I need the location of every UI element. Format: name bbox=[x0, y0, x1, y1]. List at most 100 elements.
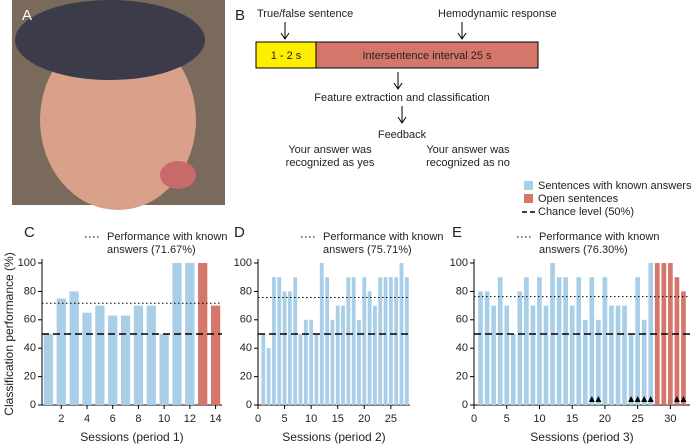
bar bbox=[303, 319, 308, 405]
bar bbox=[56, 298, 66, 405]
bar bbox=[159, 334, 169, 405]
bar bbox=[266, 348, 271, 405]
y-tick-label: 60 bbox=[240, 314, 252, 326]
legend-label: Chance level (50%) bbox=[538, 206, 634, 218]
x-tick-label: 0 bbox=[255, 413, 261, 425]
panel-label: A bbox=[22, 7, 32, 24]
y-tick-label: 100 bbox=[450, 257, 468, 269]
legend-swatch bbox=[524, 181, 533, 190]
legend-label: Open sentences bbox=[538, 193, 619, 205]
annotation: answers (75.71%) bbox=[323, 244, 412, 256]
bar bbox=[635, 277, 640, 405]
x-tick-label: 15 bbox=[566, 413, 578, 425]
bar bbox=[609, 305, 614, 405]
x-tick-label: 25 bbox=[385, 413, 397, 425]
y-tick-label: 60 bbox=[24, 314, 36, 326]
y-tick-label: 100 bbox=[18, 257, 36, 269]
annotation: answers (76.30%) bbox=[539, 244, 628, 256]
marker bbox=[680, 396, 687, 402]
legend-label: Sentences with known answers bbox=[538, 180, 692, 192]
marker bbox=[641, 396, 648, 402]
x-tick-label: 12 bbox=[184, 413, 196, 425]
y-tick-label: 0 bbox=[462, 399, 468, 411]
marker bbox=[595, 396, 602, 402]
marker bbox=[634, 396, 641, 402]
y-axis-label: Classification performance (%) bbox=[2, 252, 16, 415]
bar bbox=[582, 319, 588, 405]
x-tick-label: 0 bbox=[471, 413, 477, 425]
x-tick-label: 14 bbox=[209, 413, 221, 425]
y-tick-label: 100 bbox=[234, 257, 252, 269]
bar bbox=[537, 277, 542, 405]
bar bbox=[146, 305, 156, 405]
panel-label: B bbox=[235, 7, 245, 24]
bar bbox=[133, 305, 144, 405]
bar bbox=[309, 319, 314, 405]
diagram-text: Your answer was bbox=[426, 144, 510, 156]
diagram-text: recognized as yes bbox=[286, 157, 375, 169]
bar bbox=[277, 277, 282, 405]
y-tick-label: 80 bbox=[456, 285, 468, 297]
panel-label: C bbox=[24, 224, 35, 241]
bar bbox=[373, 305, 377, 405]
x-tick-label: 20 bbox=[599, 413, 611, 425]
bar bbox=[272, 277, 276, 405]
y-tick-label: 40 bbox=[24, 342, 36, 354]
diagram-text: Feedback bbox=[378, 129, 427, 141]
bar bbox=[287, 291, 292, 405]
y-tick-label: 60 bbox=[456, 314, 468, 326]
panel-label: E bbox=[452, 224, 462, 241]
x-tick-label: 2 bbox=[58, 413, 64, 425]
bar bbox=[491, 305, 496, 405]
bar bbox=[622, 305, 627, 405]
bar bbox=[681, 291, 686, 405]
bar bbox=[576, 277, 582, 405]
bar bbox=[367, 291, 372, 405]
bar bbox=[351, 277, 356, 405]
marker bbox=[628, 396, 635, 402]
bar bbox=[641, 319, 647, 405]
x-axis-label: Sessions (period 2) bbox=[282, 430, 385, 444]
bar bbox=[120, 315, 131, 405]
photo bbox=[12, 0, 225, 210]
bar bbox=[543, 305, 549, 405]
x-tick-label: 10 bbox=[158, 413, 170, 425]
x-tick-label: 10 bbox=[533, 413, 545, 425]
bar bbox=[569, 305, 575, 405]
bar bbox=[510, 334, 516, 405]
y-tick-label: 0 bbox=[30, 399, 36, 411]
x-tick-label: 6 bbox=[110, 413, 116, 425]
x-tick-label: 5 bbox=[282, 413, 288, 425]
bar bbox=[293, 277, 298, 405]
diagram-text: Hemodynamic response bbox=[438, 8, 557, 20]
bar bbox=[95, 305, 105, 405]
bar bbox=[524, 277, 529, 405]
diagram-text: Feature extraction and classification bbox=[314, 92, 489, 104]
bar bbox=[341, 305, 345, 405]
bar bbox=[325, 277, 330, 405]
bar bbox=[497, 277, 503, 405]
bar bbox=[319, 263, 324, 405]
y-tick-label: 0 bbox=[246, 399, 252, 411]
bar bbox=[330, 319, 335, 405]
legend-swatch bbox=[524, 194, 533, 203]
bar bbox=[82, 312, 92, 405]
bar bbox=[556, 277, 562, 405]
diagram-text: recognized as no bbox=[426, 157, 510, 169]
diagram-text: Intersentence interval 25 s bbox=[362, 50, 492, 62]
marker bbox=[588, 396, 595, 402]
annotation: Performance with known bbox=[107, 231, 227, 243]
x-tick-label: 25 bbox=[632, 413, 644, 425]
bar bbox=[394, 277, 399, 405]
bar bbox=[530, 305, 536, 405]
x-tick-label: 5 bbox=[504, 413, 510, 425]
y-tick-label: 80 bbox=[240, 285, 252, 297]
bar bbox=[484, 291, 490, 405]
x-tick-label: 10 bbox=[305, 413, 317, 425]
bar bbox=[674, 277, 680, 405]
bar bbox=[654, 263, 660, 405]
annotation: answers (71.67%) bbox=[107, 244, 196, 256]
x-tick-label: 20 bbox=[358, 413, 370, 425]
marker bbox=[647, 396, 654, 402]
